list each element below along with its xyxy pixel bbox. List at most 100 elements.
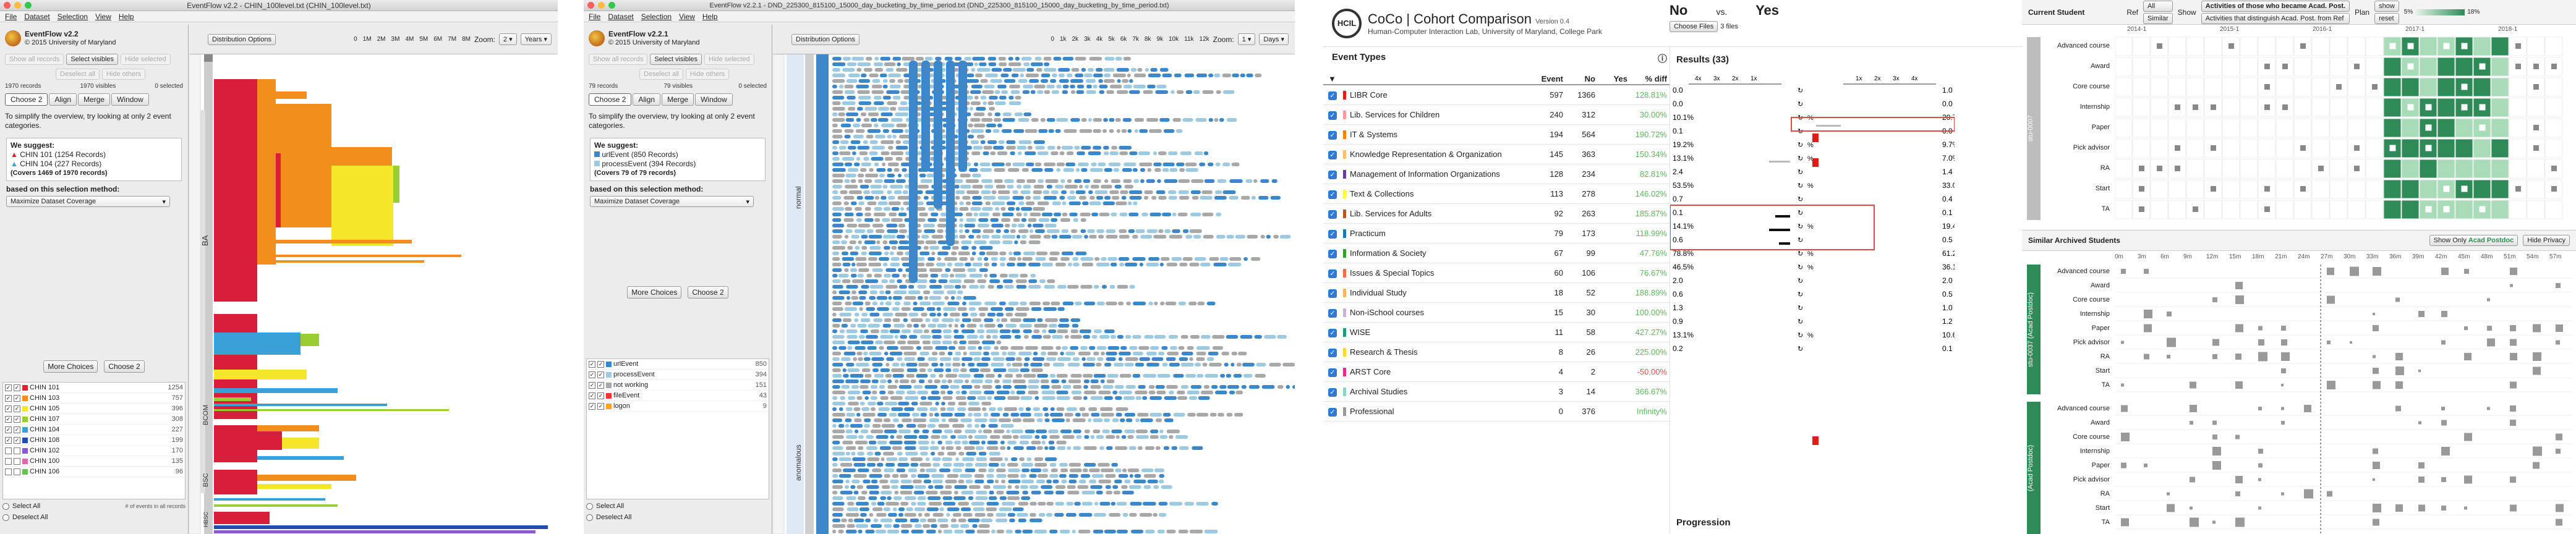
unit-select[interactable]: Years ▾ [520, 33, 552, 45]
event-type-checkbox[interactable]: ✓ [1328, 348, 1337, 357]
method-select[interactable]: Maximize Dataset Coverage ▾ [590, 196, 754, 207]
event-type-checkbox[interactable]: ✓ [1328, 289, 1337, 298]
event-list-item[interactable]: ✓ ✓ CHIN 103 757 [3, 393, 185, 404]
method-select[interactable]: Maximize Dataset Coverage ▾ [6, 196, 170, 207]
menu-view[interactable]: View [95, 12, 111, 21]
hide-selected-button[interactable]: Hide selected [121, 54, 171, 65]
event-type-checkbox[interactable]: ✓ [1328, 210, 1337, 219]
event-visibility-checkbox[interactable]: ✓ [597, 381, 604, 389]
choose-2-button[interactable]: Choose 2 [104, 360, 145, 373]
event-type-row[interactable]: ✓ Practicum 79 173 118.99% [1323, 224, 1670, 244]
menu-selection[interactable]: Selection [57, 12, 88, 21]
event-list-item[interactable]: ✓ ✓ urlEvent 850 [587, 359, 769, 370]
event-visibility-checkbox[interactable]: ✓ [597, 360, 604, 368]
event-type-row[interactable]: ✓ Non-iSchool courses 15 30 100.00% [1323, 303, 1670, 323]
similar-button[interactable]: Similar [2143, 12, 2173, 24]
event-type-row[interactable]: ✓ Information & Society 67 99 47.76% [1323, 244, 1670, 263]
menu-view[interactable]: View [679, 12, 695, 21]
event-visibility-checkbox[interactable]: ✓ [14, 394, 20, 402]
event-checkbox[interactable] [5, 447, 12, 454]
close-icon[interactable] [4, 2, 11, 9]
select-all-radio[interactable] [586, 502, 593, 510]
show-all-records-button[interactable]: Show all records [589, 54, 648, 65]
hide-selected-button[interactable]: Hide selected [704, 54, 754, 65]
event-type-row[interactable]: ✓ Archival Studies 3 14 366.67% [1323, 382, 1670, 402]
event-type-checkbox[interactable]: ✓ [1328, 328, 1337, 337]
event-type-checkbox[interactable]: ✓ [1328, 111, 1337, 120]
event-type-row[interactable]: ✓ WISE 11 58 427.27% [1323, 323, 1670, 342]
eventflow-overview-canvas[interactable]: BA BCOM BSC HBSC BA [189, 54, 558, 534]
show-only-button[interactable]: Show Only Acad Postdoc [2429, 235, 2518, 246]
event-visibility-checkbox[interactable] [14, 468, 20, 475]
event-checkbox[interactable]: ✓ [5, 436, 12, 444]
close-icon[interactable] [587, 2, 594, 9]
event-type-checkbox[interactable]: ✓ [1328, 269, 1337, 278]
event-visibility-checkbox[interactable]: ✓ [14, 426, 20, 433]
all-button[interactable]: All [2143, 0, 2173, 12]
event-type-checkbox[interactable]: ✓ [1328, 190, 1337, 199]
deselect-all-button[interactable]: Deselect all [56, 69, 100, 80]
menu-help[interactable]: Help [118, 12, 134, 21]
event-list-item[interactable]: ✓ ✓ fileEvent 43 [587, 391, 769, 401]
eventflow-overview-canvas[interactable]: normal anomalous [772, 54, 1295, 534]
tab-window[interactable]: Window [111, 93, 149, 106]
event-checkbox[interactable] [5, 468, 12, 475]
event-type-row[interactable]: ✓ Individual Study 18 52 188.89% [1323, 283, 1670, 303]
event-type-checkbox[interactable]: ✓ [1328, 150, 1337, 159]
event-list-item[interactable]: ✓ ✓ CHIN 104 227 [3, 425, 185, 435]
event-list-item[interactable]: CHIN 102 170 [3, 446, 185, 456]
event-type-checkbox[interactable]: ✓ [1328, 308, 1337, 318]
event-type-checkbox[interactable]: ✓ [1328, 170, 1337, 179]
show-all-records-button[interactable]: Show all records [5, 54, 64, 65]
minimize-icon[interactable] [14, 2, 21, 9]
deselect-all-radio[interactable] [2, 514, 9, 521]
event-visibility-checkbox[interactable]: ✓ [14, 415, 20, 423]
select-visibles-button[interactable]: Select visibles [650, 54, 702, 65]
tab-merge[interactable]: Merge [662, 93, 694, 106]
reset-plan-button[interactable]: reset [2374, 12, 2399, 24]
minimize-icon[interactable] [598, 2, 605, 9]
distribution-options-button[interactable]: Distribution Options [791, 33, 859, 45]
hide-others-button[interactable]: Hide others [101, 69, 146, 80]
zoom-select[interactable]: 1 ▾ [1237, 33, 1256, 45]
event-visibility-checkbox[interactable]: ✓ [14, 384, 20, 391]
menu-selection[interactable]: Selection [641, 12, 672, 21]
event-list-item[interactable]: ✓ ✓ logon 9 [587, 401, 769, 412]
event-checkbox[interactable]: ✓ [589, 381, 595, 389]
event-visibility-checkbox[interactable]: ✓ [597, 402, 604, 410]
unit-select[interactable]: Days ▾ [1259, 33, 1289, 45]
event-type-row[interactable]: ✓ Text & Collections 113 278 146.02% [1323, 184, 1670, 204]
event-list-item[interactable]: ✓ ✓ not working 151 [587, 380, 769, 391]
event-visibility-checkbox[interactable]: ✓ [14, 436, 20, 444]
event-list-item[interactable]: ✓ ✓ CHIN 108 199 [3, 435, 185, 446]
event-list-item[interactable]: ✓ ✓ CHIN 105 396 [3, 404, 185, 414]
event-visibility-checkbox[interactable] [14, 447, 20, 454]
event-type-checkbox[interactable]: ✓ [1328, 368, 1337, 377]
tab-choose-2[interactable]: Choose 2 [5, 93, 48, 106]
event-checkbox[interactable]: ✓ [5, 394, 12, 402]
maximize-icon[interactable] [25, 2, 32, 9]
more-choices-button[interactable]: More Choices [627, 286, 682, 299]
event-list-item[interactable]: ✓ ✓ CHIN 107 308 [3, 414, 185, 425]
event-checkbox[interactable]: ✓ [589, 402, 595, 410]
event-type-checkbox[interactable]: ✓ [1328, 388, 1337, 397]
event-visibility-checkbox[interactable] [14, 457, 20, 465]
event-type-checkbox[interactable]: ✓ [1328, 229, 1337, 239]
tab-align[interactable]: Align [633, 93, 661, 106]
tab-merge[interactable]: Merge [78, 93, 111, 106]
event-checkbox[interactable]: ✓ [5, 415, 12, 423]
event-list-item[interactable]: CHIN 100 135 [3, 456, 185, 467]
event-type-row[interactable]: ✓ Management of Information Organizations… [1323, 164, 1670, 184]
event-type-row[interactable]: ✓ LIBR Core 597 1366 128.81% [1323, 85, 1670, 105]
hide-privacy-button[interactable]: Hide Privacy [2523, 235, 2570, 246]
event-type-row[interactable]: ✓ Issues & Special Topics 60 106 76.67% [1323, 263, 1670, 283]
menu-file[interactable]: File [5, 12, 17, 21]
menu-help[interactable]: Help [702, 12, 718, 21]
event-list-item[interactable]: CHIN 106 96 [3, 467, 185, 477]
event-checkbox[interactable] [5, 457, 12, 465]
info-icon[interactable]: ⓘ [1657, 54, 1667, 64]
tab-window[interactable]: Window [695, 93, 733, 106]
event-visibility-checkbox[interactable]: ✓ [597, 371, 604, 378]
menu-file[interactable]: File [589, 12, 601, 21]
event-checkbox[interactable]: ✓ [589, 360, 595, 368]
